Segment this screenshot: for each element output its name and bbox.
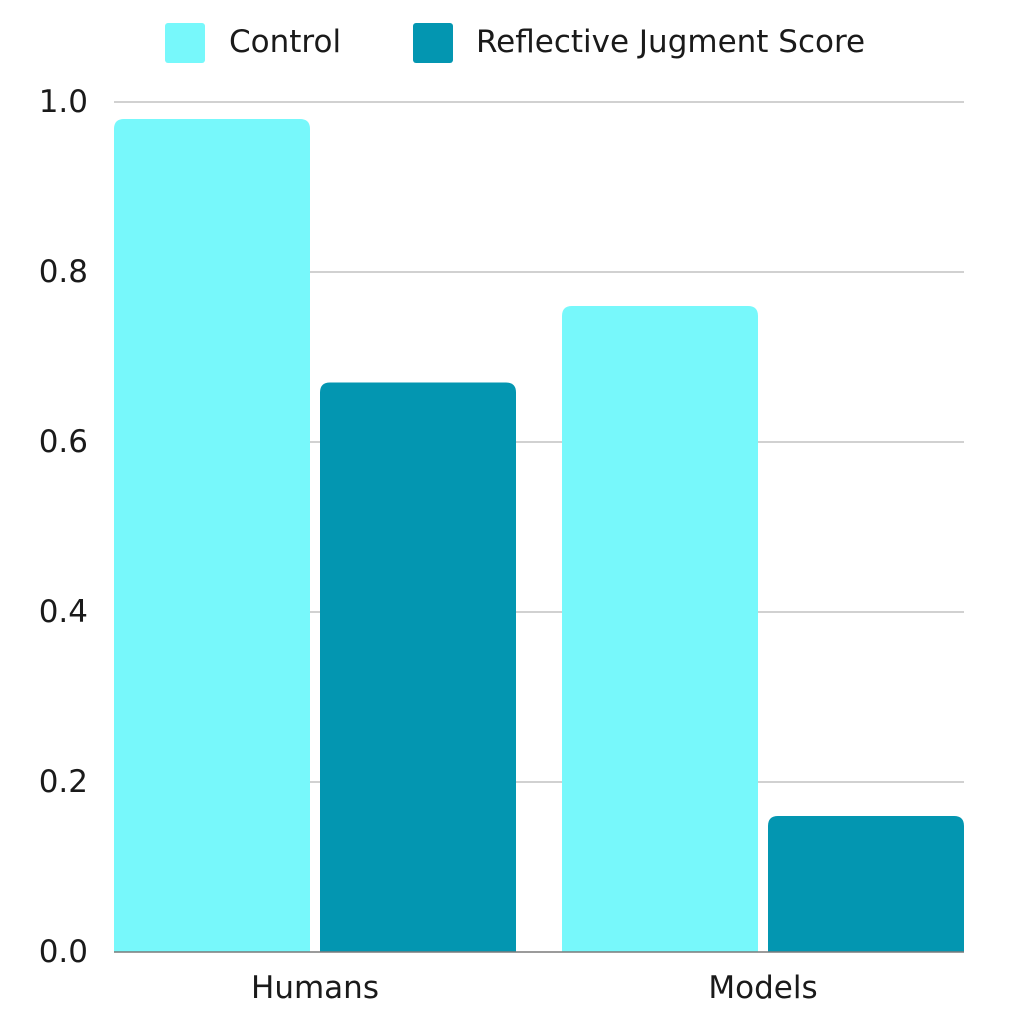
x-tick-label: Humans bbox=[251, 970, 379, 1006]
legend-swatch bbox=[165, 23, 205, 63]
y-tick-label: 0.6 bbox=[39, 424, 88, 460]
legend: Control Reflective Jugment Score bbox=[165, 23, 865, 63]
y-tick-label: 0.8 bbox=[39, 254, 88, 290]
bar-humans-reflective-jugment-score bbox=[320, 382, 516, 952]
y-tick-label: 0.4 bbox=[39, 594, 88, 630]
y-tick-label: 1.0 bbox=[39, 84, 88, 120]
y-tick-label: 0.2 bbox=[39, 764, 88, 800]
bars bbox=[114, 119, 964, 952]
y-axis-ticks: 0.0 0.2 0.4 0.6 0.8 1.0 bbox=[39, 84, 88, 970]
y-tick-label: 0.0 bbox=[39, 934, 88, 970]
bar-models-reflective-jugment-score bbox=[768, 816, 964, 952]
bar-models-control bbox=[562, 306, 758, 952]
bar-humans-control bbox=[114, 119, 310, 952]
x-tick-label: Models bbox=[708, 970, 817, 1006]
legend-label: Control bbox=[229, 24, 341, 60]
x-axis-ticks: Humans Models bbox=[251, 970, 818, 1006]
legend-swatch bbox=[413, 23, 453, 63]
legend-label: Reflective Jugment Score bbox=[476, 24, 865, 60]
